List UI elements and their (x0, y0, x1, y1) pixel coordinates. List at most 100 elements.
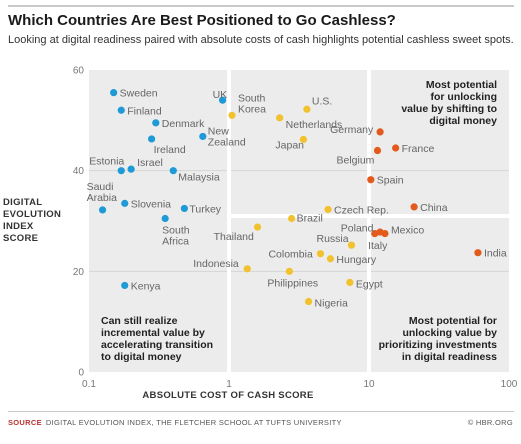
point-label: UK (213, 89, 228, 101)
point-belgium (373, 146, 382, 155)
point-mexico (381, 229, 389, 238)
point-slovenia (121, 199, 129, 207)
annotation-bottom-left: accelerating transition (101, 339, 213, 351)
point-label: Thailand (214, 231, 254, 243)
point-uk (218, 96, 227, 104)
point-label: France (402, 143, 435, 155)
point-label: Estonia (89, 156, 124, 168)
annotation-bottom-right: unlocking value by (402, 327, 497, 339)
point-label: South (238, 92, 266, 104)
annotation-bottom-right: Most potential for (409, 315, 497, 327)
point-denmark (152, 119, 160, 127)
axis-ticks: 0 20 40 60 0.1 1 10 100 (73, 66, 518, 391)
point-label: China (420, 202, 448, 214)
source-note: SOURCE DIGITAL EVOLUTION INDEX, THE FLETC… (8, 418, 342, 427)
point-kenya (121, 281, 129, 290)
point-label: Sweden (120, 88, 158, 100)
source-label: SOURCE (8, 418, 42, 427)
y-axis-label-line: EVOLUTION (3, 209, 62, 220)
annotation-top-right: for unlocking (431, 91, 498, 103)
point-finland (117, 106, 125, 114)
point-egypt (346, 278, 354, 287)
point-label: Denmark (162, 118, 205, 130)
point-label: Saudi (87, 181, 114, 193)
y-axis-label: DIGITAL EVOLUTION INDEX SCORE (3, 197, 73, 245)
point-russia (347, 241, 356, 249)
annotation-bottom-right: in digital readiness (402, 351, 497, 363)
point-label: Kenya (131, 280, 161, 292)
point-label: Colombia (268, 249, 313, 261)
point-new-zealand (199, 132, 207, 141)
annotation-bottom-left: to digital money (101, 351, 182, 363)
point-label: Poland (341, 223, 374, 235)
point-label: Hungary (336, 254, 376, 266)
point-label: Finland (127, 105, 162, 117)
annotation-bottom-left: Can still realize (101, 315, 178, 327)
point-u-s- (303, 105, 311, 113)
point-saudi-arabia (98, 206, 107, 214)
point-label: Zealand (208, 136, 246, 148)
x-axis-label: ABSOLUTE COST OF CASH SCORE (142, 390, 314, 401)
point-netherlands (276, 114, 284, 122)
y-axis-label-line: INDEX (3, 221, 34, 232)
point-label: Slovenia (131, 198, 171, 210)
point-label: Philippines (267, 277, 318, 289)
chart-subtitle: Looking at digital readiness paired with… (8, 34, 514, 46)
point-nigeria (304, 297, 313, 306)
point-label: Italy (368, 240, 388, 252)
point-germany (376, 128, 384, 136)
point-label: Egypt (356, 278, 383, 290)
point-label: Israel (137, 157, 163, 169)
y-axis-label-line: DIGITAL (3, 197, 43, 208)
source-text: DIGITAL EVOLUTION INDEX, THE FLETCHER SC… (45, 418, 342, 427)
credit: © HBR.ORG (467, 418, 513, 427)
point-label: Turkey (189, 203, 221, 215)
bottom-rule (8, 411, 514, 412)
point-south-korea (228, 111, 236, 119)
x-tick-label: 100 (501, 379, 518, 390)
point-brazil (288, 214, 296, 223)
point-colombia (316, 250, 325, 258)
y-tick-label: 20 (73, 267, 85, 278)
point-indonesia (243, 265, 251, 273)
point-label: U.S. (312, 95, 332, 107)
annotation-bottom-right: prioritizing investments (379, 339, 498, 351)
point-india (474, 249, 482, 257)
point-ireland (148, 135, 156, 143)
annotation-top-right: value by shifting to (401, 103, 497, 115)
point-spain (367, 176, 375, 184)
data-points (98, 89, 482, 306)
point-france (392, 144, 400, 152)
gridlines (89, 70, 509, 372)
point-sweden (110, 89, 118, 97)
point-label: Nigeria (315, 298, 348, 310)
point-south-africa (161, 214, 169, 223)
point-philippines (285, 267, 293, 275)
annotation-top-right: Most potential (426, 79, 497, 91)
point-label: Mexico (391, 225, 424, 237)
point-label: Malaysia (178, 172, 220, 184)
point-israel (127, 165, 135, 173)
point-czech-rep- (324, 205, 332, 214)
chart-title: Which Countries Are Best Positioned to G… (8, 12, 396, 29)
point-label: Indonesia (193, 258, 239, 270)
point-label: Brazil (297, 212, 323, 224)
top-rule (8, 5, 514, 7)
annotation-top-right: digital money (429, 115, 497, 127)
point-hungary (326, 255, 334, 263)
point-label: Africa (162, 235, 189, 247)
point-japan (299, 135, 308, 144)
point-label: Ireland (154, 144, 186, 156)
point-china (410, 203, 418, 211)
point-label: South (162, 224, 190, 236)
point-label: Japan (275, 139, 304, 151)
point-label: Germany (330, 124, 374, 136)
y-axis-label-line: SCORE (3, 233, 39, 244)
point-label: Spain (377, 175, 404, 187)
point-estonia (117, 167, 125, 175)
point-label: Russia (317, 233, 349, 245)
point-malaysia (169, 167, 177, 175)
